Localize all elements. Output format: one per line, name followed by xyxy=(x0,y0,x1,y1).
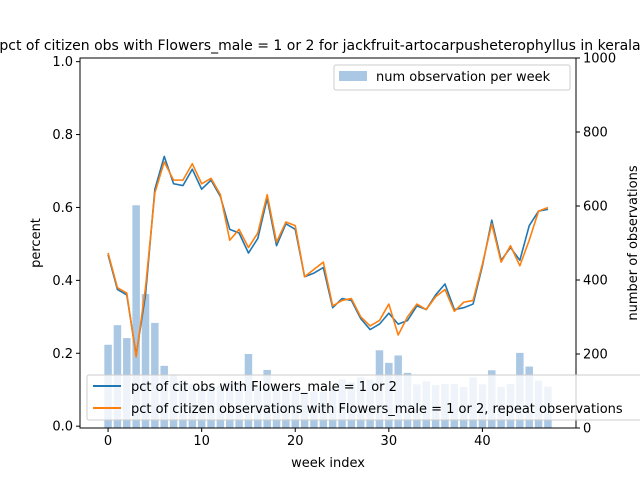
y-left-tick-label: 0.8 xyxy=(52,128,73,143)
bar xyxy=(141,294,150,428)
y-left-tick-label: 0.2 xyxy=(52,347,73,362)
x-axis-label: week index xyxy=(291,456,365,471)
y-right-tick-label: 600 xyxy=(583,200,608,215)
bar-legend-label: num observation per week xyxy=(376,70,551,85)
y-left-tick-label: 0.6 xyxy=(52,201,73,216)
lines-layer xyxy=(107,155,549,358)
series-line-1 xyxy=(107,161,549,358)
x-tick-label: 10 xyxy=(193,434,210,449)
y-left-tick-label: 0.4 xyxy=(52,274,73,289)
line-legend: pct of cit obs with Flowers_male = 1 or … xyxy=(86,374,640,421)
x-axis: 0 10 20 30 40 xyxy=(104,428,491,449)
line-legend-box xyxy=(86,374,640,421)
y-right-tick-label: 400 xyxy=(583,274,608,289)
line-legend-label-1: pct of citizen observations with Flowers… xyxy=(131,402,623,417)
y-right-tick-label: 0 xyxy=(583,422,591,437)
plot-frame xyxy=(79,57,577,429)
bar-legend-swatch xyxy=(339,71,367,81)
y-axis-left: 0.0 0.2 0.4 0.6 0.8 1.0 xyxy=(52,55,80,435)
line-legend-label-0: pct of cit obs with Flowers_male = 1 or … xyxy=(131,380,397,395)
y-right-tick-label: 800 xyxy=(583,126,608,141)
y-right-tick-label: 200 xyxy=(583,348,608,363)
x-tick-label: 20 xyxy=(287,434,304,449)
x-tick-label: 30 xyxy=(381,434,398,449)
bar-legend: num observation per week xyxy=(333,64,571,91)
bar xyxy=(132,205,140,428)
y-left-tick-label: 0.0 xyxy=(52,420,73,435)
bar-legend-box xyxy=(333,64,571,91)
x-tick-label: 40 xyxy=(474,434,491,449)
chart-title: pct of citizen obs with Flowers_male = 1… xyxy=(0,38,640,54)
y-left-tick-label: 1.0 xyxy=(52,55,73,70)
y-axis-right: 0 200 400 600 800 1000 xyxy=(576,52,616,437)
y-right-tick-label: 1000 xyxy=(583,52,616,67)
y-axis-left-label: percent xyxy=(29,218,44,268)
y-axis-right-label: number of observations xyxy=(626,165,640,320)
x-tick-label: 0 xyxy=(104,434,112,449)
